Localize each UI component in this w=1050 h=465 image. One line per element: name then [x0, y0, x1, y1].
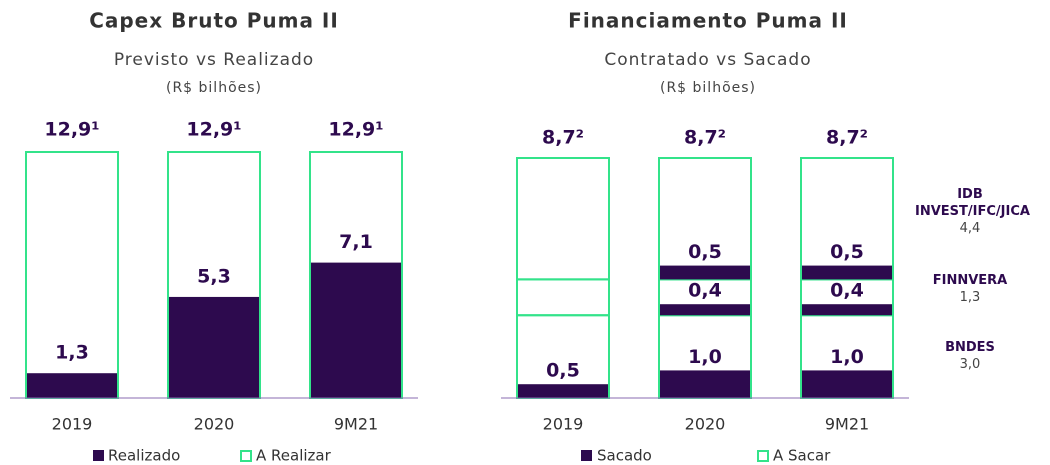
legend-label: A Realizar: [256, 447, 332, 465]
value-label: 1,3: [55, 342, 89, 364]
legend-swatch: [93, 450, 104, 461]
total-label: 12,9¹: [328, 119, 383, 141]
x-tick-label: 2019: [52, 415, 93, 434]
x-tick-label: 2019: [543, 415, 584, 434]
realizado-bar: [311, 262, 401, 398]
sacado-bar: [660, 265, 750, 280]
sacado-bar: [802, 304, 892, 316]
chart-subtitle: Contratado vs Sacado: [604, 50, 811, 70]
tranche-name: IDB INVEST/IFC/JICA: [915, 187, 1030, 219]
sacado-bar: [802, 265, 892, 280]
value-label: 0,5: [830, 241, 864, 263]
value-label: 7,1: [339, 231, 373, 253]
tranche-amount: 4,4: [959, 221, 981, 236]
total-label: 12,9¹: [186, 119, 241, 141]
value-label: 0,5: [546, 360, 580, 382]
sacado-bar: [660, 370, 750, 398]
chart-title: Capex Bruto Puma II: [89, 9, 339, 33]
value-label: 1,0: [688, 346, 722, 368]
value-label: 1,0: [830, 346, 864, 368]
legend-swatch: [581, 450, 592, 461]
value-label: 5,3: [197, 265, 231, 287]
tranche-label: BNDES 3,0: [895, 339, 1045, 373]
x-tick-label: 2020: [685, 415, 726, 434]
legend-swatch: [240, 450, 252, 462]
total-label: 12,9¹: [44, 119, 99, 141]
tranche-box: [516, 278, 610, 317]
tranche-name: BNDES: [945, 340, 995, 355]
tranche-box: [516, 157, 610, 281]
x-tick-label: 2020: [194, 415, 235, 434]
total-label: 8,7²: [684, 127, 726, 149]
legend-label: Sacado: [597, 447, 652, 465]
value-label: 0,5: [688, 241, 722, 263]
legend-label: A Sacar: [773, 447, 831, 465]
tranche-amount: 1,3: [959, 290, 981, 305]
x-tick-label: 9M21: [825, 415, 869, 434]
x-tick-label: 9M21: [334, 415, 378, 434]
sacado-bar: [660, 304, 750, 316]
sacado-bar: [802, 370, 892, 398]
sacado-bar: [518, 384, 608, 398]
legend-swatch: [757, 450, 769, 462]
total-label: 8,7²: [826, 127, 868, 149]
legend-label: Realizado: [108, 447, 180, 465]
value-label: 0,4: [830, 280, 864, 302]
chart-unit: (R$ bilhões): [166, 80, 262, 96]
chart-title: Financiamento Puma II: [568, 9, 848, 33]
chart-unit: (R$ bilhões): [660, 80, 756, 96]
total-label: 8,7²: [542, 127, 584, 149]
value-label: 0,4: [688, 280, 722, 302]
tranche-label: FINNVERA 1,3: [895, 272, 1045, 306]
tranche-label: IDB INVEST/IFC/JICA 4,4: [895, 186, 1045, 237]
realizado-bar: [169, 296, 259, 398]
chart-subtitle: Previsto vs Realizado: [114, 50, 314, 70]
realizado-bar: [27, 373, 117, 398]
tranche-name: FINNVERA: [932, 273, 1008, 288]
tranche-amount: 3,0: [959, 357, 981, 372]
